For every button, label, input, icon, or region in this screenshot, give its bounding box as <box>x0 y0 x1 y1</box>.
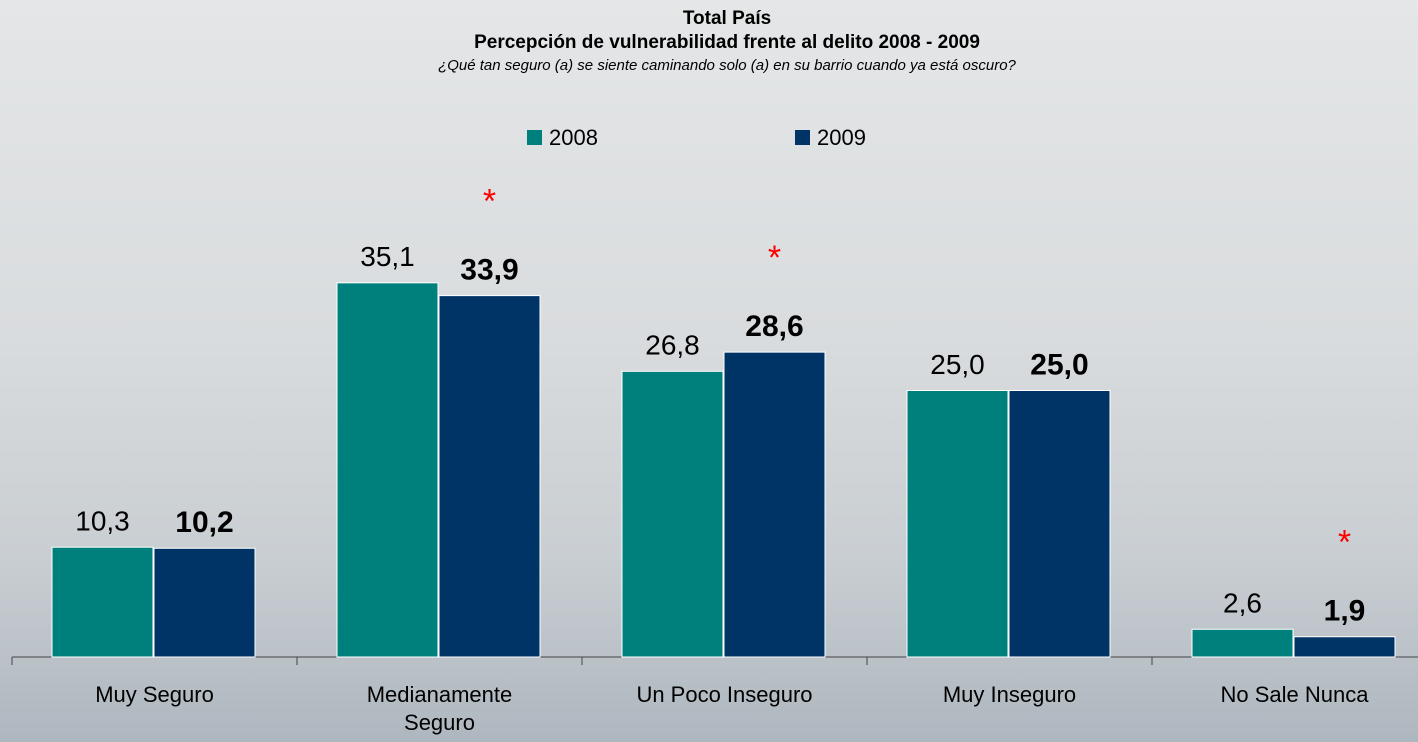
value-label: 26,8 <box>645 330 700 361</box>
value-label: 10,3 <box>75 506 130 537</box>
legend-swatch <box>527 130 542 145</box>
legend-swatch <box>795 130 810 145</box>
value-label: 28,6 <box>745 310 803 343</box>
legend-label: 2008 <box>549 125 598 150</box>
chart-title: Total País <box>683 8 771 29</box>
bar <box>438 295 541 658</box>
question: ¿Qué tan seguro (a) se siente caminando … <box>438 57 1016 74</box>
value-label: 2,6 <box>1223 588 1262 619</box>
bar <box>621 370 724 658</box>
bar <box>723 351 826 658</box>
bar <box>906 390 1009 658</box>
bar <box>153 547 256 658</box>
chart-subtitle: Percepción de vulnerabilidad frente al d… <box>474 32 980 53</box>
x-tick-label: Muy Inseguro <box>942 682 1077 707</box>
value-label: 1,9 <box>1324 595 1366 628</box>
bar <box>1008 390 1111 658</box>
value-label: 33,9 <box>460 254 518 287</box>
significance-mark: * <box>1338 524 1351 562</box>
x-tick-label: Medianamente Seguro <box>366 682 513 735</box>
significance-mark: * <box>483 183 496 221</box>
legend-label: 2009 <box>817 125 866 150</box>
significance-mark: * <box>768 239 781 277</box>
bar <box>51 546 154 658</box>
value-label: 25,0 <box>1030 348 1088 381</box>
value-label: 35,1 <box>360 241 415 272</box>
bar <box>336 282 439 658</box>
bar <box>1293 636 1396 658</box>
x-tick-label: Muy Seguro <box>95 682 214 707</box>
bar <box>1191 628 1294 658</box>
x-tick-label: No Sale Nunca <box>1220 682 1369 707</box>
value-label: 10,2 <box>175 506 233 539</box>
value-label: 25,0 <box>930 349 985 380</box>
x-tick-label: Un Poco Inseguro <box>636 682 813 707</box>
